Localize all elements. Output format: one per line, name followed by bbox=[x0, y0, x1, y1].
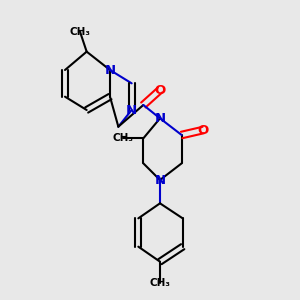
Text: N: N bbox=[126, 103, 137, 116]
Text: CH₃: CH₃ bbox=[70, 27, 91, 37]
Text: N: N bbox=[104, 64, 116, 76]
Text: N: N bbox=[154, 112, 166, 125]
Text: O: O bbox=[154, 83, 166, 97]
Text: O: O bbox=[198, 124, 209, 136]
Text: N: N bbox=[154, 173, 166, 187]
Text: CH₃: CH₃ bbox=[113, 133, 134, 143]
Text: CH₃: CH₃ bbox=[149, 278, 170, 288]
